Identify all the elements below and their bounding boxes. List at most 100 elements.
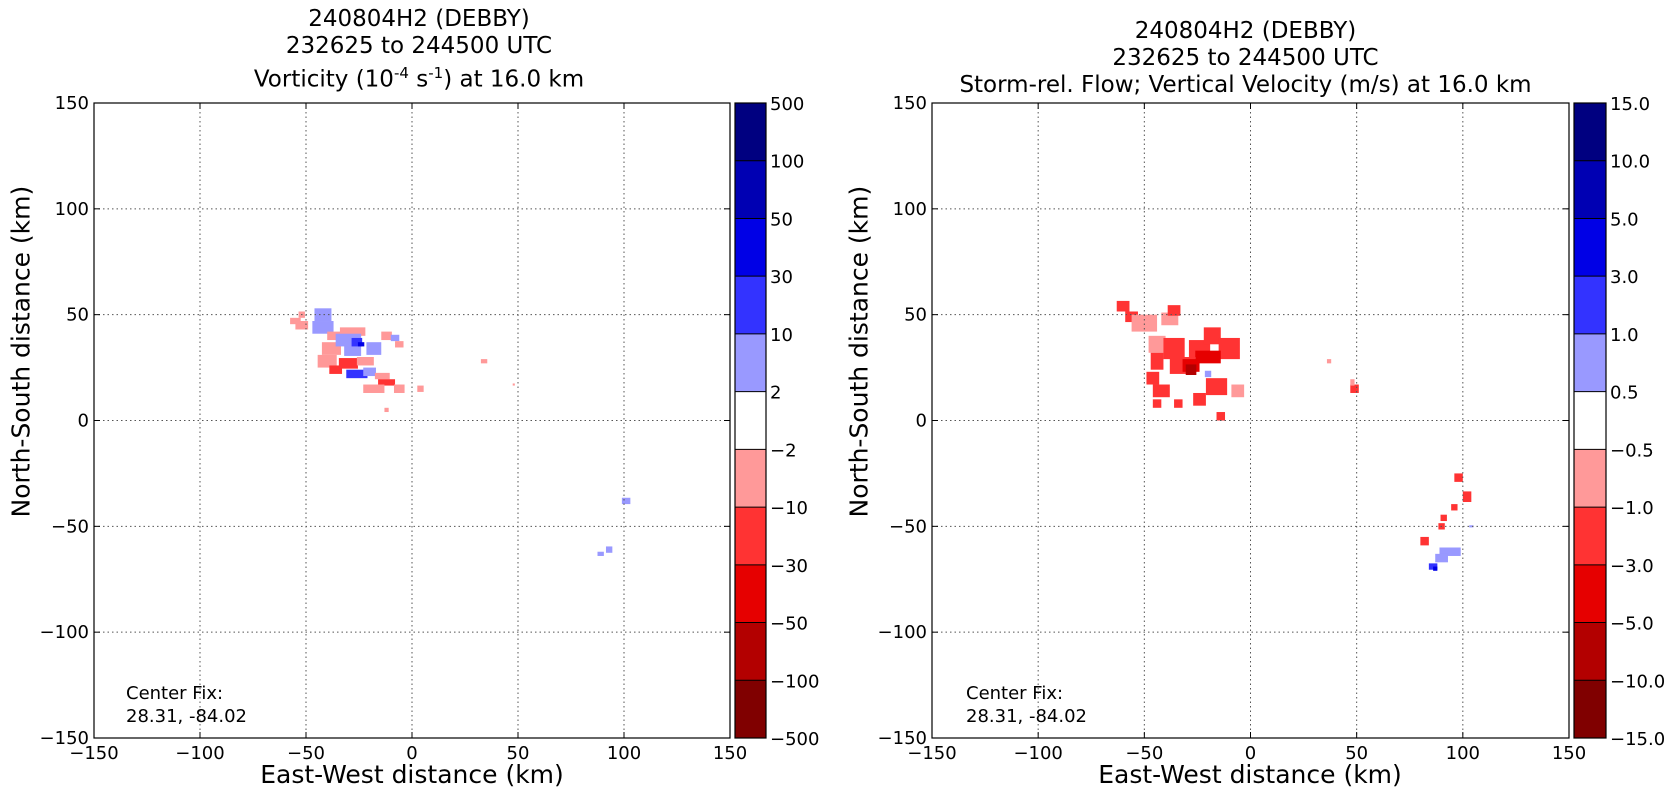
x-tick-label: −50 (1125, 743, 1163, 764)
data-cell (1193, 392, 1206, 406)
x-tick-label: 100 (607, 743, 641, 764)
y-tick-label: −100 (40, 622, 89, 643)
plot-area (932, 103, 1569, 738)
data-cell (1167, 305, 1181, 316)
colorbar-frame (1573, 102, 1607, 739)
data-cell (1116, 300, 1130, 312)
data-cell (605, 546, 613, 553)
colorbar-label: −10 (770, 498, 808, 519)
center-fix: Center Fix: 28.31, -84.02 (126, 682, 247, 728)
data-cell (339, 327, 366, 336)
data-cell (393, 384, 405, 393)
colorbar-segment (1574, 391, 1606, 450)
x-tick-label: −150 (907, 743, 956, 764)
data-cell (1433, 566, 1438, 571)
y-tick-label: −50 (51, 516, 89, 537)
colorbar-segment (735, 391, 766, 450)
y-tick-label: 150 (893, 93, 927, 114)
data-cell (378, 379, 396, 386)
x-axis-label: East-West distance (km) (1098, 760, 1402, 789)
colorbar-label: 50 (770, 209, 793, 230)
colorbar-segment (735, 160, 766, 219)
x-tick-label: 50 (1345, 743, 1368, 764)
x-tick-label: 150 (1552, 743, 1586, 764)
data-cell (338, 358, 358, 369)
data-cell (1195, 350, 1221, 364)
x-tick-label: −50 (287, 743, 325, 764)
colorbar-label: 10.0 (1610, 152, 1650, 173)
data-cell (1454, 473, 1463, 482)
data-cell (312, 321, 334, 334)
data-cell (417, 385, 424, 392)
y-tick-label: 100 (55, 199, 89, 220)
center-fix-label: Center Fix: (126, 683, 224, 704)
data-cell (314, 308, 332, 322)
x-tick-label: 50 (507, 743, 530, 764)
vorticity-panel: 240804H2 (DEBBY) 232625 to 244500 UTC Vo… (0, 0, 838, 797)
colorbar-segment (1574, 564, 1606, 623)
colorbar-segment (735, 333, 766, 392)
data-cell (384, 407, 389, 413)
data-cell (1350, 379, 1355, 386)
data-cell (1148, 335, 1166, 353)
data-cell (1152, 384, 1170, 398)
data-cell (374, 372, 390, 380)
data-cell (1204, 370, 1212, 378)
data-cell (351, 337, 363, 347)
title-line1: 240804H2 (DEBBY) (308, 6, 530, 32)
data-cell (1185, 364, 1197, 375)
center-fix-value: 28.31, -84.02 (966, 706, 1087, 727)
x-tick-label: 0 (1245, 743, 1256, 764)
data-cell (363, 384, 385, 393)
data-cell (357, 342, 365, 347)
data-cell (346, 369, 368, 379)
data-cell (290, 317, 301, 325)
colorbar-label: −0.5 (1610, 440, 1654, 461)
data-cell (366, 342, 382, 355)
data-cell (1216, 412, 1226, 421)
data-cell (480, 359, 488, 364)
x-tick-label: 150 (713, 743, 747, 764)
data-cell (1462, 491, 1472, 502)
y-axis-label: North-South distance (km) (6, 185, 36, 518)
data-cell (1174, 399, 1183, 408)
data-cell (329, 365, 343, 374)
data-cell (295, 321, 309, 330)
data-cell (1152, 399, 1162, 408)
x-tick-label: −150 (69, 743, 118, 764)
colorbar-label: −3.0 (1610, 556, 1654, 577)
title-line2: 232625 to 244500 UTC (1112, 45, 1379, 71)
colorbar-segment (735, 449, 766, 508)
colorbar-segment (735, 103, 766, 161)
y-tick-label: −100 (878, 622, 927, 643)
data-cell (1203, 327, 1221, 345)
colorbar-segment (1574, 276, 1606, 334)
y-tick-label: 0 (916, 411, 927, 432)
colorbar-label: 5.0 (1610, 209, 1639, 230)
colorbar-label: −100 (770, 671, 819, 692)
colorbar-label: −2 (770, 440, 797, 461)
data-cell (1163, 337, 1185, 360)
center-fix-label: Center Fix: (966, 683, 1064, 704)
data-cell (390, 334, 400, 342)
y-tick-label: 0 (78, 411, 89, 432)
colorbar-segment (1574, 103, 1606, 161)
colorbar-segment (735, 276, 766, 334)
data-cell (1131, 314, 1158, 332)
colorbar-segment (735, 218, 766, 277)
colorbar-label: 2 (770, 383, 781, 404)
y-tick-label: 150 (55, 93, 89, 114)
x-axis-label: East-West distance (km) (260, 760, 564, 789)
colorbar-label: 500 (770, 94, 804, 115)
data-cell (395, 341, 404, 348)
data-cell (1420, 536, 1429, 546)
y-tick-label: −150 (40, 728, 89, 749)
data-cell (1428, 563, 1438, 570)
colorbar-segment (1574, 333, 1606, 392)
y-tick-label: 50 (904, 305, 927, 326)
title-line1: 240804H2 (DEBBY) (1134, 18, 1357, 44)
data-cell (344, 345, 362, 356)
y-axis-label: North-South distance (km) (844, 185, 874, 518)
colorbar-label: 30 (770, 267, 793, 288)
colorbar-label: −1.0 (1610, 498, 1654, 519)
